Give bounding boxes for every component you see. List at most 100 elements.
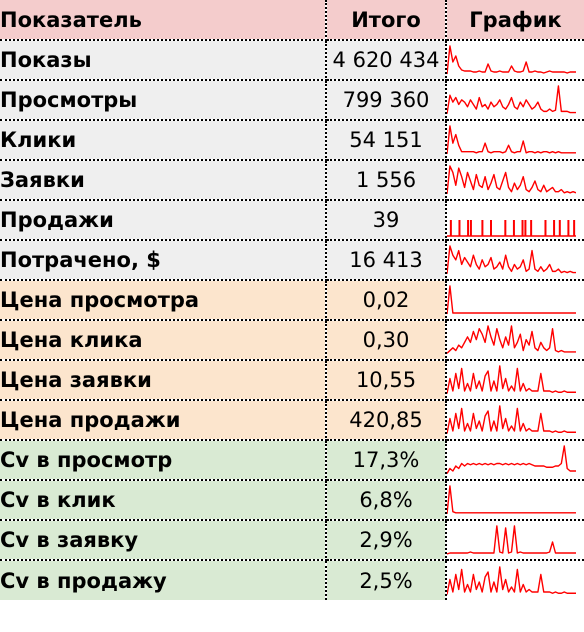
sparkline-bar — [490, 220, 492, 236]
sparkline-bar — [553, 220, 556, 236]
table-row: Потрачено, $ 16 413 — [0, 240, 584, 281]
metric-name[interactable]: Показы — [0, 40, 327, 81]
table-row: Cv в продажу 2,5% — [0, 560, 584, 600]
sparkline-cell[interactable] — [446, 160, 584, 201]
table-row: Клики 54 151 — [0, 120, 584, 161]
sparkline — [447, 485, 576, 514]
table-row: Цена клика 0,30 — [0, 320, 584, 361]
sparkline — [447, 45, 576, 75]
sparkline-bar — [573, 220, 576, 236]
metric-name[interactable]: Клики — [0, 120, 327, 161]
metric-total[interactable]: 1 556 — [326, 160, 447, 201]
sparkline-cell[interactable] — [446, 120, 584, 161]
sparkline-line — [447, 525, 576, 555]
sparkline — [447, 285, 576, 315]
sparkline-cell[interactable] — [446, 440, 584, 481]
header-row: Показатель Итого График — [0, 0, 584, 41]
sparkline — [447, 325, 576, 354]
sparkline-bar — [458, 220, 461, 236]
header-total[interactable]: Итого — [326, 0, 447, 41]
sparkline-cell[interactable] — [446, 360, 584, 401]
sparkline-bar — [558, 220, 561, 236]
metric-name[interactable]: Потрачено, $ — [0, 240, 327, 281]
metric-total[interactable]: 0,02 — [326, 280, 447, 321]
sparkline-bar — [469, 220, 472, 236]
sparkline-bar — [504, 220, 507, 236]
sparkline-line — [447, 405, 576, 434]
sparkline-line — [447, 565, 576, 595]
metric-name[interactable]: Цена клика — [0, 320, 327, 361]
sparkline — [447, 365, 576, 394]
metric-name[interactable]: Продажи — [0, 200, 327, 241]
sparkline-line — [447, 485, 576, 514]
table-row: Цена просмотра 0,02 — [0, 280, 584, 321]
sparkline-bar — [512, 220, 515, 236]
table-row: Cv в просмотр 17,3% — [0, 440, 584, 481]
metrics-table: Показатель Итого График Показы 4 620 434… — [0, 0, 584, 600]
sparkline-cell[interactable] — [446, 280, 584, 321]
metric-name[interactable]: Cv в просмотр — [0, 440, 327, 481]
metric-name[interactable]: Cv в продажу — [0, 560, 327, 600]
table-row: Cv в клик 6,8% — [0, 480, 584, 521]
sparkline-line — [447, 245, 576, 274]
sparkline-bar — [524, 220, 527, 236]
metric-total[interactable]: 16 413 — [326, 240, 447, 281]
table-row: Cv в заявку 2,9% — [0, 520, 584, 561]
sparkline-line — [447, 445, 576, 474]
metric-name[interactable]: Cv в клик — [0, 480, 327, 521]
metric-total[interactable]: 420,85 — [326, 400, 447, 441]
sparkline-line — [447, 285, 576, 315]
metric-name[interactable]: Цена просмотра — [0, 280, 327, 321]
sparkline — [447, 565, 576, 595]
sparkline-bar — [567, 220, 570, 236]
metric-name[interactable]: Цена заявки — [0, 360, 327, 401]
sparkline — [447, 220, 576, 237]
sparkline-cell[interactable] — [446, 80, 584, 121]
header-chart[interactable]: График — [446, 0, 584, 41]
table-row: Заявки 1 556 — [0, 160, 584, 201]
metric-total[interactable]: 2,5% — [326, 560, 447, 600]
sparkline-cell[interactable] — [446, 200, 584, 241]
sparkline — [447, 85, 576, 114]
sparkline-bar — [544, 220, 547, 236]
metric-total[interactable]: 799 360 — [326, 80, 447, 121]
sparkline-bar — [467, 220, 470, 236]
metric-name[interactable]: Заявки — [0, 160, 327, 201]
metric-total[interactable]: 0,30 — [326, 320, 447, 361]
sparkline — [447, 405, 576, 434]
metric-total[interactable]: 39 — [326, 200, 447, 241]
metric-total[interactable]: 6,8% — [326, 480, 447, 521]
sparkline-bar — [530, 220, 533, 236]
table-row: Цена продажи 420,85 — [0, 400, 584, 441]
table-row: Цена заявки 10,55 — [0, 360, 584, 401]
sparkline-cell[interactable] — [446, 240, 584, 281]
sparkline-line — [447, 125, 576, 154]
sparkline-line — [447, 365, 576, 394]
sparkline-cell[interactable] — [446, 520, 584, 561]
sparkline-line — [447, 85, 576, 114]
sparkline-line — [447, 325, 576, 354]
metric-name[interactable]: Cv в заявку — [0, 520, 327, 561]
sparkline-cell[interactable] — [446, 480, 584, 521]
metric-total[interactable]: 4 620 434 — [326, 40, 447, 81]
metric-total[interactable]: 10,55 — [326, 360, 447, 401]
sparkline-bar — [481, 220, 484, 236]
metric-total[interactable]: 2,9% — [326, 520, 447, 561]
sparkline-cell[interactable] — [446, 400, 584, 441]
sparkline-line — [447, 165, 576, 194]
sparkline — [447, 525, 576, 555]
sparkline-cell[interactable] — [446, 320, 584, 361]
metric-name[interactable]: Просмотры — [0, 80, 327, 121]
sparkline-cell[interactable] — [446, 560, 584, 600]
sparkline — [447, 445, 576, 474]
metric-total[interactable]: 54 151 — [326, 120, 447, 161]
table-row: Продажи 39 — [0, 200, 584, 241]
sparkline-cell[interactable] — [446, 40, 584, 81]
metric-total[interactable]: 17,3% — [326, 440, 447, 481]
header-name[interactable]: Показатель — [0, 0, 327, 41]
table-row: Просмотры 799 360 — [0, 80, 584, 121]
sparkline — [447, 245, 576, 274]
sparkline — [447, 165, 576, 194]
sparkline-bar — [449, 220, 452, 236]
metric-name[interactable]: Цена продажи — [0, 400, 327, 441]
